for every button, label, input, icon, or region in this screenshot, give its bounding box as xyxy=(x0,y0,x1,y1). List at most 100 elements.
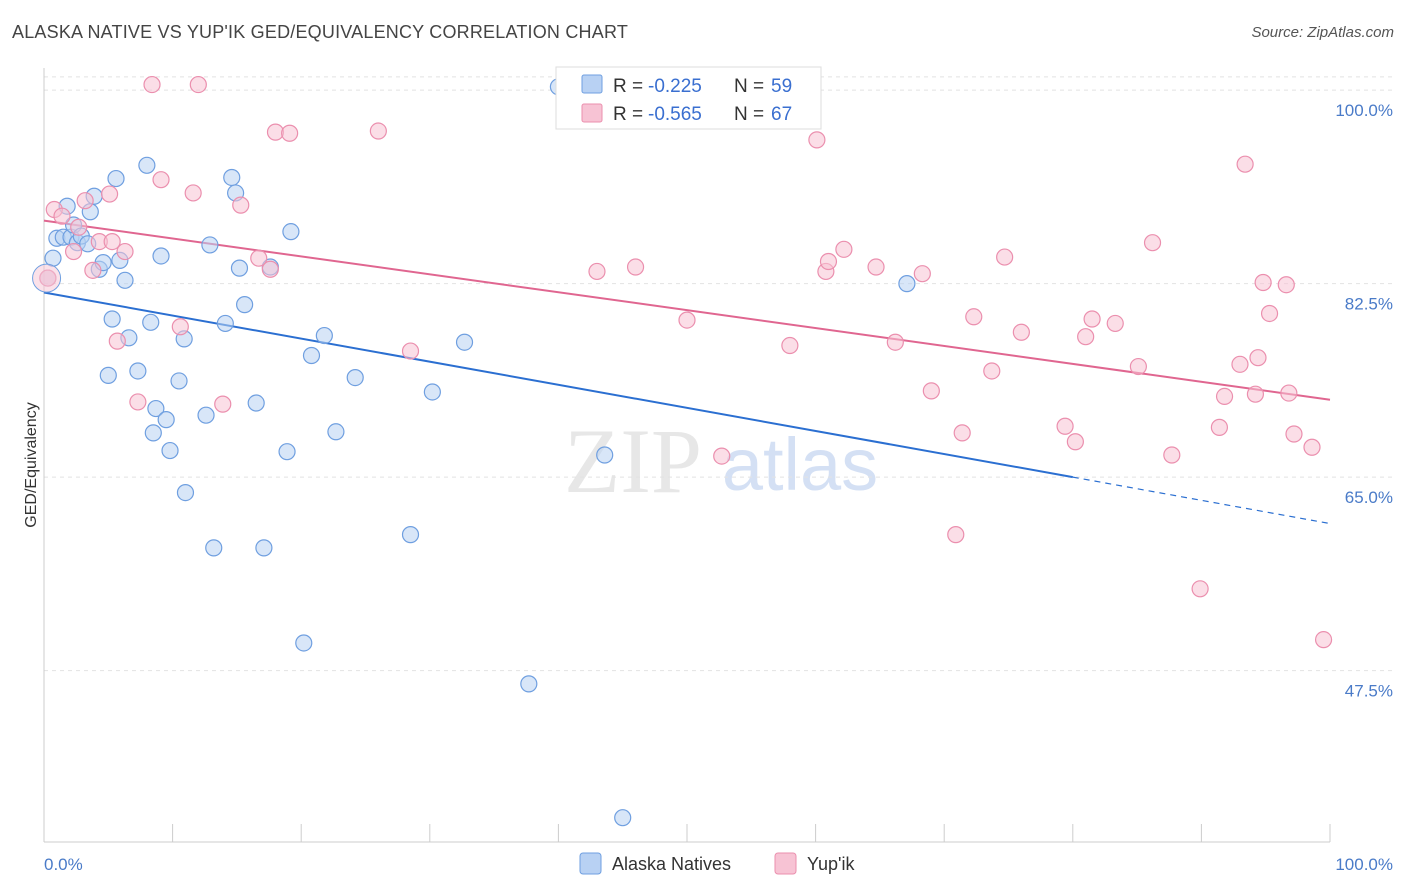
yupik-point xyxy=(1143,234,1162,252)
alaska-natives-point xyxy=(176,483,195,502)
alaska-natives-point xyxy=(129,362,147,380)
yupik-point xyxy=(1066,433,1084,451)
x-tick-label-start: 0.0% xyxy=(44,855,83,874)
alaska-natives-point xyxy=(282,223,300,241)
yupik-point xyxy=(184,184,202,202)
axes xyxy=(43,68,1331,843)
yupik-point xyxy=(1215,387,1234,405)
yupik-point xyxy=(947,526,965,544)
yupik-point xyxy=(1163,446,1181,464)
source-label: Source: ZipAtlas.com xyxy=(1251,24,1394,41)
yupik-point xyxy=(953,424,971,442)
yupik-point xyxy=(678,311,696,329)
yupik-point xyxy=(1260,304,1279,323)
alaska-natives-point xyxy=(170,372,188,390)
alaska-natives-point xyxy=(216,314,234,333)
yupik-point xyxy=(808,131,826,149)
yupik-point xyxy=(401,342,420,360)
yupik-point xyxy=(1249,349,1267,367)
alaska-natives-point xyxy=(898,275,916,293)
yupik-point xyxy=(781,336,799,355)
alaska-natives-point xyxy=(147,399,165,418)
yupik-point xyxy=(261,260,279,278)
alaska-natives-point xyxy=(157,411,175,429)
yupik-point xyxy=(1231,355,1249,373)
alaska-natives-point xyxy=(236,296,254,314)
yupik-point xyxy=(369,122,387,140)
alaska-natives-point xyxy=(230,259,249,277)
alaska-natives-point xyxy=(327,423,345,441)
yupik-point xyxy=(1280,384,1298,402)
yupik-point xyxy=(266,123,285,141)
yupik-point xyxy=(214,395,232,413)
x-tick-labels: 0.0% 100.0% xyxy=(44,855,1393,874)
stats-r-value-2: -0.565 xyxy=(648,104,702,125)
y-tick-labels: 100.0% 82.5% 65.0% 47.5% xyxy=(1335,101,1393,701)
yupik-point xyxy=(886,333,904,351)
alaska-natives-point xyxy=(205,539,223,557)
alaska-natives-point xyxy=(107,169,125,188)
yupik-point xyxy=(819,252,838,271)
y-tick-label: 65.0% xyxy=(1345,488,1393,507)
y-tick-label: 100.0% xyxy=(1335,101,1393,120)
yupik-point xyxy=(965,308,983,326)
alaska-natives-trend-line xyxy=(43,291,1073,479)
yupik-point xyxy=(1236,155,1254,173)
yupik-point xyxy=(1285,425,1303,443)
alaska-natives-point xyxy=(247,394,265,412)
yupik-point xyxy=(1210,418,1229,436)
alaska-natives-point xyxy=(201,236,219,254)
yupik-point xyxy=(922,382,940,400)
stats-r-label-1: R = xyxy=(613,76,643,97)
yupik-point xyxy=(1083,310,1101,328)
yupik-point xyxy=(1012,323,1030,341)
yupik-point xyxy=(108,332,126,350)
y-axis-label: GED/Equivalency xyxy=(23,402,40,527)
x-tick-label-end: 100.0% xyxy=(1335,855,1393,874)
stats-swatch-yupik xyxy=(581,103,603,123)
yupik-point xyxy=(64,242,83,261)
yupik-point xyxy=(129,393,147,411)
alaska-natives-point xyxy=(423,383,441,401)
yupik-point xyxy=(713,447,731,465)
alaska-natives-point xyxy=(401,526,420,544)
stats-n-label-1: N = xyxy=(734,76,764,97)
yupik-point xyxy=(250,249,268,267)
legend-label-alaska-natives: Alaska Natives xyxy=(612,854,731,874)
yupik-point xyxy=(835,240,853,258)
yupik-point xyxy=(116,242,134,261)
alaska-natives-point xyxy=(255,539,273,557)
yupik-point xyxy=(983,362,1001,380)
yupik-point xyxy=(100,185,119,203)
alaska-natives-point xyxy=(596,446,614,464)
stats-n-label-2: N = xyxy=(734,104,764,125)
yupik-point xyxy=(867,258,885,276)
yupik-point xyxy=(913,265,931,283)
alaska-natives-point xyxy=(520,675,538,693)
legend-swatch-alaska-natives xyxy=(579,852,602,875)
bottom-legend: Alaska Natives Yup'ik xyxy=(579,852,855,875)
alaska-natives-point xyxy=(138,156,156,174)
cluster-point xyxy=(32,263,62,293)
yupik-point xyxy=(1254,273,1272,292)
yupik-point xyxy=(103,232,121,251)
yupik-point xyxy=(1077,328,1095,346)
yupik-point xyxy=(1191,580,1209,598)
y-tick-label: 47.5% xyxy=(1345,682,1393,701)
yupik-point xyxy=(588,262,606,281)
watermark-atlas: atlas xyxy=(722,423,878,506)
alaska-natives-point xyxy=(295,634,313,652)
alaska-natives-point xyxy=(346,369,364,387)
yupik-point xyxy=(189,75,207,94)
yupik-point xyxy=(84,261,102,279)
alaska-natives-point xyxy=(455,333,474,351)
yupik-point xyxy=(53,207,71,225)
stats-n-value-1: 59 xyxy=(771,76,792,97)
alaska-natives-point xyxy=(302,346,321,365)
yupik-point xyxy=(281,124,299,142)
yupik-point xyxy=(171,318,189,336)
stats-r-value-1: -0.225 xyxy=(648,76,702,97)
yupik-point xyxy=(626,258,645,276)
yupik-point xyxy=(1106,314,1124,333)
